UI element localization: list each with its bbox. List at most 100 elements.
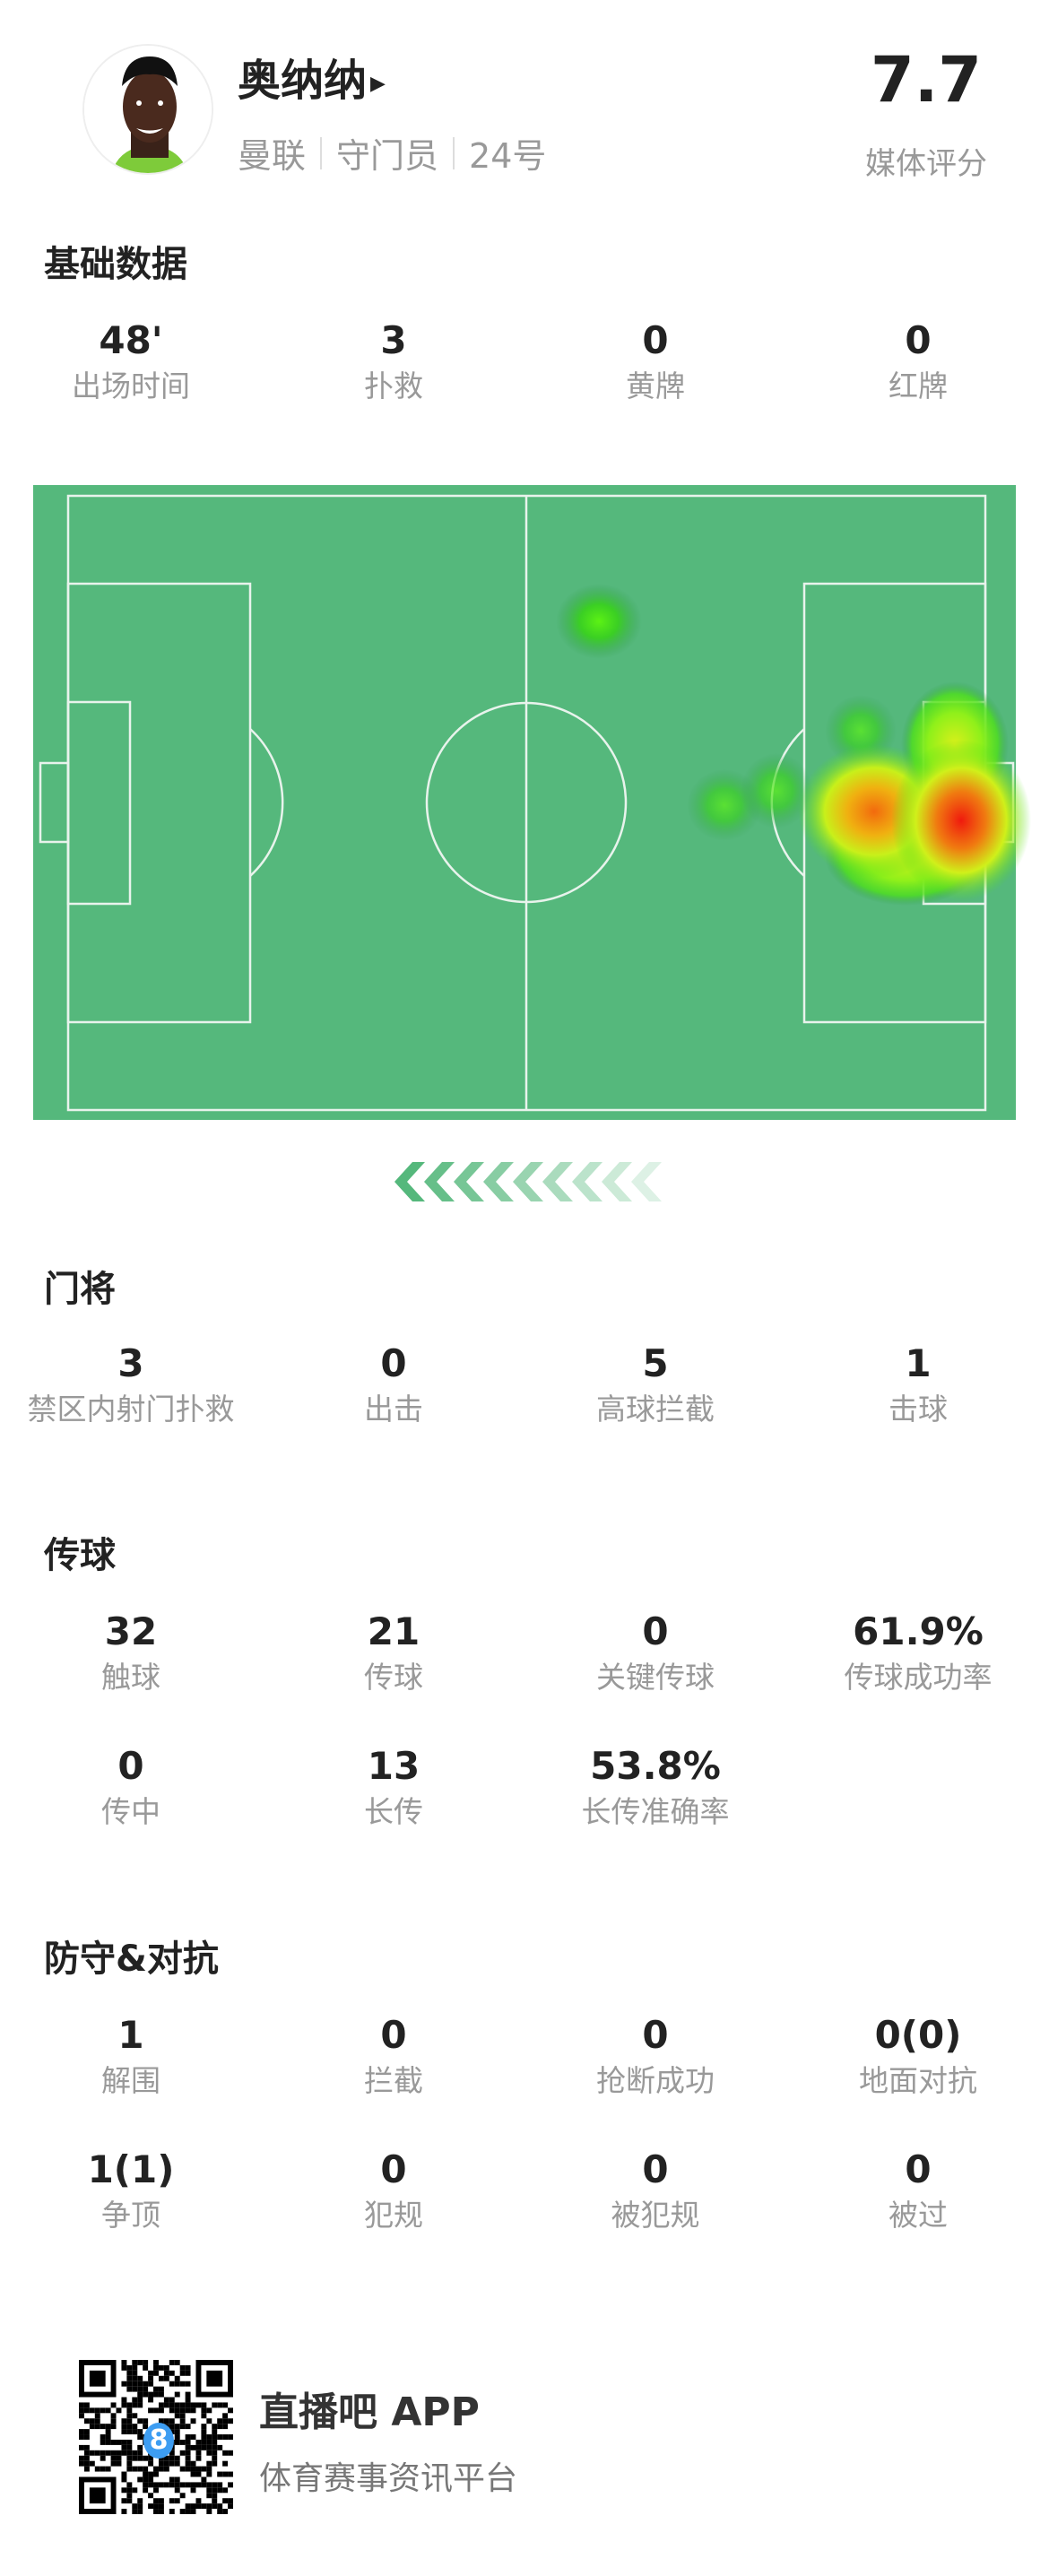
- stat-label: 传球: [364, 1660, 423, 1695]
- stat-label: 扑救: [364, 369, 423, 403]
- stat-value: 0: [380, 2013, 407, 2057]
- chevron-left-icon: [513, 1162, 543, 1201]
- stat-value: 1: [905, 1341, 932, 1385]
- stat-value: 0: [905, 2147, 932, 2191]
- stat-passing: 32 触球: [0, 1609, 262, 1696]
- divider: [320, 136, 323, 169]
- chevron-left-icon: [454, 1162, 484, 1201]
- stat-value: 0(0): [874, 2013, 962, 2057]
- app-name: 直播吧 APP: [259, 2390, 480, 2435]
- stat-label: 传中: [101, 1794, 160, 1829]
- stat-passing: 13 长传: [263, 1744, 524, 1831]
- player-avatar[interactable]: [82, 44, 213, 175]
- divider: [453, 136, 455, 169]
- penalty-arc-left: [249, 728, 284, 877]
- stat-value: 32: [104, 1609, 158, 1653]
- stat-label: 高球拦截: [596, 1392, 715, 1427]
- stat-goalkeeper: 3 禁区内射门扑救: [0, 1341, 262, 1428]
- center-circle: [425, 701, 628, 904]
- stat-label: 长传准确率: [581, 1794, 730, 1829]
- stat-label: 黄牌: [626, 369, 685, 403]
- stat-value: 3: [380, 318, 407, 362]
- stat-label: 禁区内射门扑救: [27, 1392, 235, 1427]
- stat-defense: 0 抢断成功: [524, 2013, 786, 2100]
- stat-value: 0: [642, 318, 669, 362]
- chevron-left-icon: [542, 1162, 573, 1201]
- stat-label: 地面对抗: [859, 2063, 977, 2098]
- player-name-link[interactable]: 奥纳纳 ▶: [238, 45, 386, 108]
- stat-value: 21: [367, 1609, 420, 1653]
- stat-value: 3: [117, 1341, 144, 1385]
- stat-value: 0: [380, 2147, 407, 2191]
- shirt-number: 24号: [469, 136, 547, 176]
- stat-value: 1: [117, 2013, 144, 2057]
- stat-label: 出场时间: [72, 369, 190, 403]
- qr-code[interactable]: [79, 2360, 233, 2514]
- heat-blobs: [556, 584, 1031, 906]
- stat-value: 0: [117, 1744, 144, 1788]
- stat-value: 1(1): [87, 2147, 175, 2191]
- stat-goalkeeper: 5 高球拦截: [524, 1341, 786, 1428]
- stat-label: 被过: [889, 2198, 948, 2233]
- stat-label: 长传: [364, 1794, 423, 1829]
- chevron-left-icon: [631, 1162, 662, 1201]
- stat-label: 被犯规: [611, 2198, 700, 2233]
- stat-value: 0: [642, 2013, 669, 2057]
- chevron-left-icon: [483, 1162, 514, 1201]
- chevron-left-icon: [424, 1162, 455, 1201]
- stat-label: 拦截: [364, 2063, 423, 2098]
- media-rating-label: 媒体评分: [865, 146, 987, 182]
- stat-label: 出击: [364, 1392, 423, 1427]
- position: 守门员: [336, 136, 439, 176]
- stat-defense: 0 被过: [787, 2147, 1049, 2234]
- chevron-left-icon: [572, 1162, 603, 1201]
- stat-label: 犯规: [364, 2198, 423, 2233]
- stat-defense: 0 被犯规: [524, 2147, 786, 2234]
- stat-value: 0: [642, 1609, 669, 1653]
- stat-label: 触球: [101, 1660, 160, 1695]
- section-title-defense: 防守&对抗: [44, 1939, 219, 1980]
- stat-defense: 0(0) 地面对抗: [787, 2013, 1049, 2100]
- stat-passing: 53.8% 长传准确率: [524, 1744, 786, 1831]
- stat-label: 击球: [889, 1392, 948, 1427]
- attack-direction-chevrons: [394, 1162, 662, 1201]
- section-title-goalkeeper: 门将: [44, 1269, 116, 1310]
- stat-value: 0: [905, 318, 932, 362]
- stat-defense: 0 犯规: [263, 2147, 524, 2234]
- stat-basic: 3 扑救: [263, 318, 524, 405]
- stat-label: 传球成功率: [844, 1660, 993, 1695]
- stat-value: 5: [642, 1341, 669, 1385]
- player-name: 奥纳纳: [238, 56, 368, 106]
- stat-goalkeeper: 1 击球: [787, 1341, 1049, 1428]
- section-title-basic: 基础数据: [44, 244, 187, 285]
- stat-basic: 0 黄牌: [524, 318, 786, 405]
- stat-passing: 61.9% 传球成功率: [787, 1609, 1049, 1696]
- heat-blob: [556, 584, 642, 659]
- stat-passing: 0 关键传球: [524, 1609, 786, 1696]
- stat-value: 53.8%: [590, 1744, 721, 1788]
- stat-label: 红牌: [889, 369, 948, 403]
- stat-value: 48': [99, 318, 163, 362]
- stat-value: 0: [380, 1341, 407, 1385]
- stat-label: 抢断成功: [596, 2063, 715, 2098]
- app-tagline: 体育赛事资讯平台: [259, 2460, 518, 2497]
- stat-label: 争顶: [101, 2198, 160, 2233]
- stat-value: 61.9%: [853, 1609, 984, 1653]
- arrow-right-icon: ▶: [370, 72, 386, 95]
- qr-logo-badge: 8: [143, 2423, 174, 2459]
- heat-blob: [741, 753, 812, 828]
- heat-blob: [891, 740, 1031, 901]
- stat-value: 13: [367, 1744, 420, 1788]
- stat-passing: 21 传球: [263, 1609, 524, 1696]
- stat-defense: 1(1) 争顶: [0, 2147, 262, 2234]
- stat-passing: 0 传中: [0, 1744, 262, 1831]
- team-name: 曼联: [238, 136, 307, 176]
- chevron-left-icon: [394, 1162, 425, 1201]
- media-rating: 7.7: [870, 43, 982, 117]
- heatmap-pitch: [33, 485, 1031, 1201]
- stat-label: 解围: [101, 2063, 160, 2098]
- stat-defense: 0 拦截: [263, 2013, 524, 2100]
- stat-basic: 48' 出场时间: [0, 318, 262, 405]
- stat-value: 0: [642, 2147, 669, 2191]
- stat-basic: 0 红牌: [787, 318, 1049, 405]
